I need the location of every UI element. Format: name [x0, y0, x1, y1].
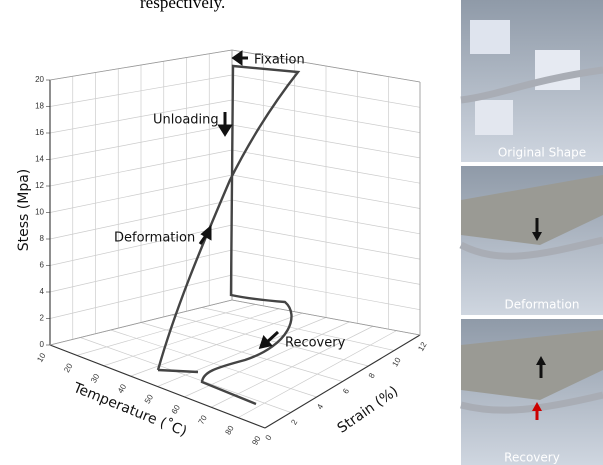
annotation: Recovery — [285, 336, 346, 351]
y-tick-label: 2 — [40, 314, 45, 323]
y-tick-label: 4 — [40, 287, 45, 296]
z-tick-label: 12 — [416, 340, 429, 353]
x-tick-label: 70 — [197, 413, 210, 426]
y-tick-label: 18 — [35, 102, 44, 111]
panel-caption: Original Shape — [498, 146, 586, 160]
arrows — [200, 53, 278, 347]
annotation: Fixation — [254, 53, 305, 68]
y-tick-label: 20 — [35, 75, 44, 84]
x-tick-label: 90 — [250, 434, 263, 447]
x-tick-label: 10 — [35, 351, 48, 364]
x-tick-label: 40 — [116, 382, 129, 395]
photo-panel: Recovery — [461, 319, 603, 465]
y-tick-label: 16 — [35, 128, 44, 137]
y-tick-label: 0 — [40, 340, 45, 349]
x-tick-label: 50 — [143, 393, 156, 406]
x-tick-label: 30 — [89, 372, 102, 385]
y-tick-label: 12 — [35, 181, 44, 190]
x-tick-label: 20 — [62, 361, 75, 374]
y-tick-label: 6 — [40, 261, 45, 270]
z-tick-label: 0 — [264, 433, 274, 442]
y-tick-label: 14 — [35, 155, 44, 164]
figure: respectively. 02468101214161820102030405… — [0, 0, 603, 465]
y-axis-label: Stess (Mpa) — [16, 169, 32, 252]
x-tick-label: 80 — [223, 424, 236, 437]
annotation: Unloading — [153, 113, 219, 128]
z-tick-label: 4 — [315, 402, 325, 411]
z-tick-label: 8 — [367, 371, 377, 380]
annotation: Deformation — [114, 231, 195, 246]
x-tick-label: 60 — [170, 403, 183, 416]
panel-caption: Deformation — [505, 298, 580, 312]
y-tick-label: 8 — [40, 234, 45, 243]
caption-fragment: respectively. — [140, 0, 225, 12]
y-tick-label: 10 — [35, 208, 44, 217]
photo-panel: Original Shape — [461, 0, 603, 162]
z-tick-label: 2 — [289, 418, 299, 427]
panel-caption: Recovery — [504, 451, 560, 465]
photo-panel: Deformation — [461, 166, 603, 315]
z-tick-label: 10 — [390, 356, 403, 369]
z-tick-label: 6 — [341, 387, 351, 396]
